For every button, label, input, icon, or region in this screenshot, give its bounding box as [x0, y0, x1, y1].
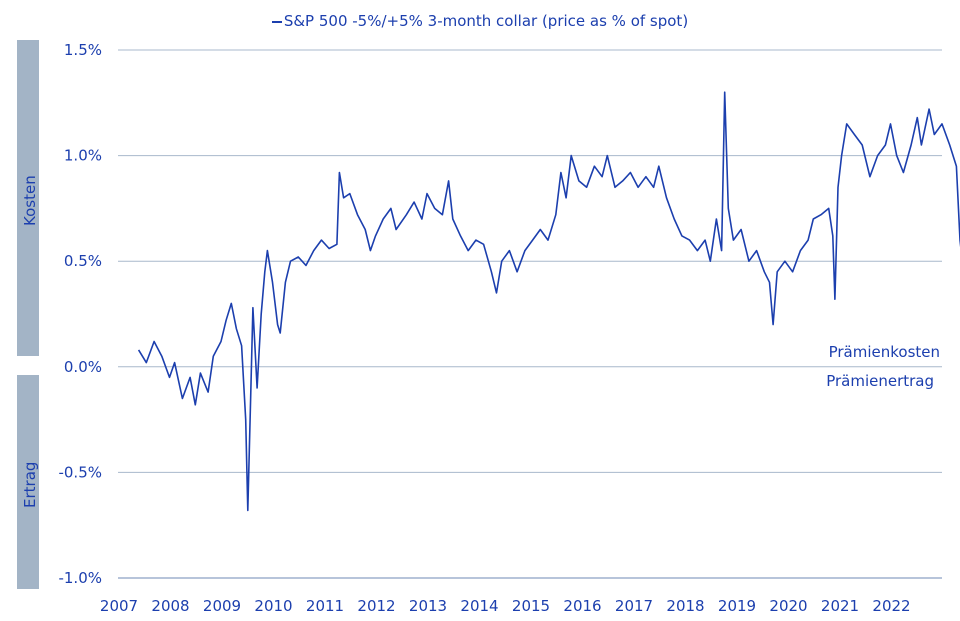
x-tick-label: 2011	[306, 597, 344, 615]
x-tick-label: 2014	[460, 597, 498, 615]
side-bar-lower	[17, 375, 39, 589]
grid-lines	[118, 49, 942, 579]
legend: S&P 500 -5%/+5% 3-month collar (price as…	[0, 12, 960, 30]
x-tick-label: 2022	[872, 597, 910, 615]
side-label-upper: Kosten	[21, 175, 39, 226]
annotation-below-zero: Prämienertrag	[826, 372, 934, 390]
x-tick-label: 2012	[357, 597, 395, 615]
annotation-above-zero: Prämienkosten	[829, 343, 940, 361]
x-tick-label: 2007	[100, 597, 138, 615]
y-axis-ticks: 1.5% 1.0% 0.5% 0.0% -0.5% -1.0%	[58, 41, 102, 587]
y-tick-label: 1.5%	[64, 41, 102, 59]
x-tick-label: 2010	[254, 597, 292, 615]
x-tick-label: 2017	[615, 597, 653, 615]
y-tick-label: 1.0%	[64, 147, 102, 165]
series-line	[137, 91, 960, 512]
x-tick-label: 2021	[821, 597, 859, 615]
x-tick-label: 2013	[409, 597, 447, 615]
x-tick-label: 2018	[666, 597, 704, 615]
x-tick-label: 2008	[151, 597, 189, 615]
x-tick-label: 2019	[718, 597, 756, 615]
x-tick-label: 2015	[512, 597, 550, 615]
x-tick-label: 2016	[563, 597, 601, 615]
x-axis-ticks: 2007 2008 2009 2010 2011 2012 2013 2014 2015 2016…	[100, 597, 911, 615]
legend-swatch	[271, 20, 282, 23]
x-tick-label: 2009	[203, 597, 241, 615]
x-tick-label: 2020	[769, 597, 807, 615]
y-tick-label: 0.0%	[64, 358, 102, 376]
y-tick-label: -0.5%	[58, 463, 102, 481]
y-tick-label: -1.0%	[58, 569, 102, 587]
side-bar-upper	[17, 40, 39, 356]
legend-label: S&P 500 -5%/+5% 3-month collar (price as…	[283, 12, 689, 30]
side-label-lower: Ertrag	[21, 461, 39, 508]
y-tick-label: 0.5%	[64, 252, 102, 270]
